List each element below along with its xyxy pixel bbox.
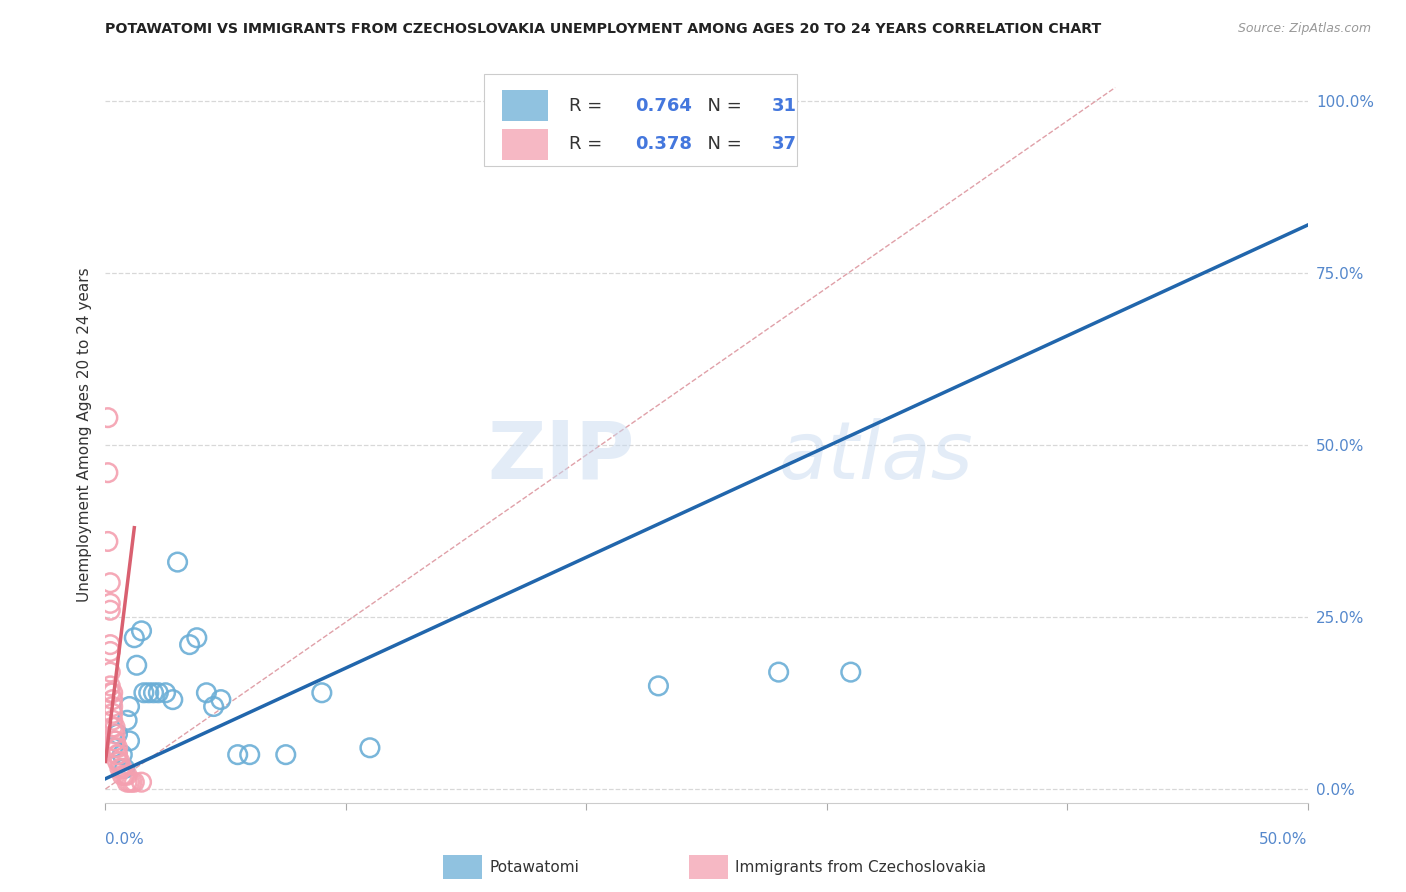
Point: [124, 775, 146, 789]
Point: [104, 727, 127, 741]
Point: [107, 747, 129, 762]
FancyBboxPatch shape: [502, 90, 548, 121]
Text: atlas: atlas: [779, 418, 973, 496]
FancyBboxPatch shape: [502, 128, 548, 160]
Point: [209, 692, 232, 706]
Point: [104, 740, 127, 755]
FancyBboxPatch shape: [484, 74, 797, 166]
Point: [114, 761, 136, 775]
Point: [98, 686, 121, 700]
Point: [274, 747, 297, 762]
Point: [131, 624, 153, 638]
Text: 0.378: 0.378: [636, 136, 693, 153]
Point: [98, 603, 121, 617]
Text: R =: R =: [569, 136, 609, 153]
Point: [104, 734, 127, 748]
Point: [101, 713, 124, 727]
Point: [839, 665, 862, 680]
Text: R =: R =: [569, 97, 609, 115]
Point: [118, 734, 141, 748]
Point: [142, 686, 165, 700]
Point: [104, 720, 127, 734]
Point: [186, 631, 208, 645]
Point: [111, 747, 134, 762]
Point: [115, 713, 138, 727]
Point: [179, 638, 201, 652]
Point: [138, 686, 160, 700]
Point: [97, 410, 120, 425]
Point: [118, 699, 141, 714]
Point: [311, 686, 333, 700]
Point: [239, 747, 262, 762]
Point: [647, 679, 669, 693]
Point: [111, 761, 134, 775]
Point: [101, 686, 124, 700]
Point: [107, 755, 129, 769]
Point: [155, 686, 177, 700]
Point: [162, 692, 184, 706]
Point: [98, 638, 121, 652]
Point: [108, 755, 131, 769]
Text: Source: ZipAtlas.com: Source: ZipAtlas.com: [1237, 22, 1371, 36]
Text: N =: N =: [696, 136, 747, 153]
Text: Immigrants from Czechoslovakia: Immigrants from Czechoslovakia: [735, 860, 987, 874]
Point: [115, 775, 138, 789]
Point: [107, 747, 129, 762]
Point: [118, 775, 141, 789]
Point: [98, 644, 121, 658]
Text: 50.0%: 50.0%: [1260, 832, 1308, 847]
Text: N =: N =: [696, 97, 747, 115]
Point: [98, 575, 121, 590]
Point: [104, 734, 127, 748]
Point: [107, 740, 129, 755]
Point: [115, 768, 138, 782]
Point: [114, 768, 136, 782]
Text: 37: 37: [772, 136, 796, 153]
Text: 0.764: 0.764: [636, 97, 693, 115]
Point: [101, 692, 124, 706]
Point: [131, 775, 153, 789]
Point: [125, 658, 148, 673]
Point: [359, 740, 381, 755]
Point: [202, 699, 225, 714]
Text: Potawatomi: Potawatomi: [489, 860, 579, 874]
Point: [226, 747, 249, 762]
Point: [111, 768, 134, 782]
Point: [98, 679, 121, 693]
Point: [124, 631, 146, 645]
Point: [97, 534, 120, 549]
Point: [97, 466, 120, 480]
Point: [108, 761, 131, 775]
Point: [148, 686, 170, 700]
Text: POTAWATOMI VS IMMIGRANTS FROM CZECHOSLOVAKIA UNEMPLOYMENT AMONG AGES 20 TO 24 YE: POTAWATOMI VS IMMIGRANTS FROM CZECHOSLOV…: [105, 22, 1102, 37]
Point: [195, 686, 218, 700]
Point: [768, 665, 790, 680]
Text: ZIP: ZIP: [486, 418, 634, 496]
Point: [121, 775, 143, 789]
Point: [101, 699, 124, 714]
Y-axis label: Unemployment Among Ages 20 to 24 years: Unemployment Among Ages 20 to 24 years: [76, 268, 91, 602]
Point: [98, 596, 121, 610]
Point: [107, 727, 129, 741]
Text: 31: 31: [772, 97, 796, 115]
Point: [132, 686, 155, 700]
Point: [101, 740, 124, 755]
Point: [101, 706, 124, 721]
Point: [98, 665, 121, 680]
Point: [101, 720, 124, 734]
Point: [166, 555, 188, 569]
Text: 0.0%: 0.0%: [105, 832, 145, 847]
